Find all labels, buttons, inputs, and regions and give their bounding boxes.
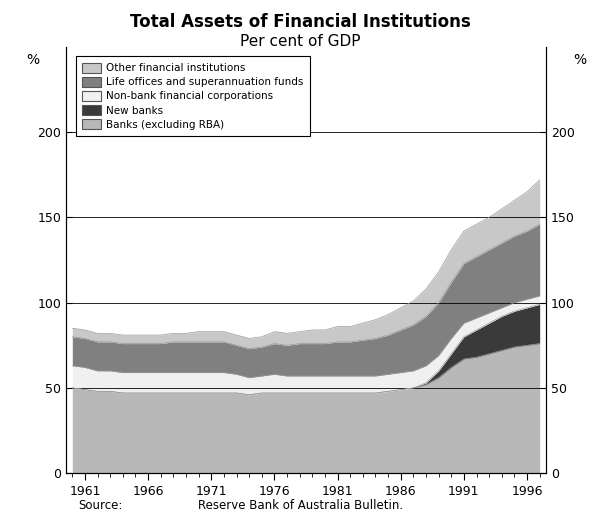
Text: Reserve Bank of Australia Bulletin.: Reserve Bank of Australia Bulletin. [198,499,403,512]
Y-axis label: %: % [26,53,39,67]
Y-axis label: %: % [573,53,586,67]
Text: Per cent of GDP: Per cent of GDP [240,34,360,49]
Legend: Other financial institutions, Life offices and superannuation funds, Non-bank fi: Other financial institutions, Life offic… [76,56,310,136]
Text: Source:: Source: [78,499,122,512]
Text: Total Assets of Financial Institutions: Total Assets of Financial Institutions [130,13,470,31]
